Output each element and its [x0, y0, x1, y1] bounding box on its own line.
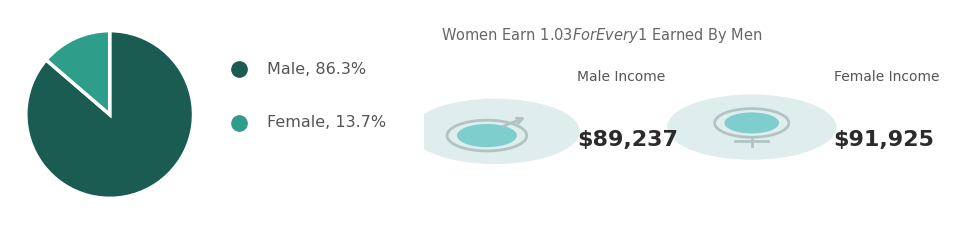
Circle shape — [724, 112, 779, 134]
Circle shape — [457, 124, 517, 147]
Wedge shape — [26, 31, 193, 198]
Text: Female, 13.7%: Female, 13.7% — [267, 115, 386, 130]
Text: $91,925: $91,925 — [834, 130, 934, 150]
Text: Female Income: Female Income — [834, 70, 939, 84]
Text: $89,237: $89,237 — [577, 130, 678, 150]
Wedge shape — [46, 31, 110, 114]
Text: Male, 86.3%: Male, 86.3% — [267, 62, 367, 77]
Text: Male Income: Male Income — [577, 70, 665, 84]
Circle shape — [410, 99, 580, 164]
Circle shape — [667, 95, 837, 160]
Text: Women Earn $1.03 For Every $1 Earned By Men: Women Earn $1.03 For Every $1 Earned By … — [441, 26, 762, 45]
